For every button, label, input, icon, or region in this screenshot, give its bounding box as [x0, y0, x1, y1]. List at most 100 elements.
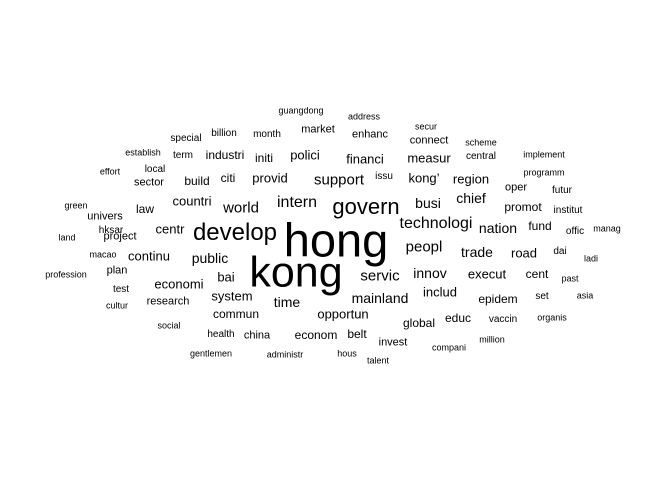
word-intern: intern [276, 194, 318, 211]
word-support: support [313, 171, 365, 189]
word-countri: countri [172, 193, 212, 209]
word-financi: financi [346, 151, 384, 167]
word-public: public [191, 250, 229, 266]
word-univers: univers [87, 210, 123, 223]
word-research: research [146, 295, 190, 308]
word-industri: industri [205, 148, 245, 162]
word-sector: sector [134, 176, 164, 189]
word-invest: invest [378, 336, 408, 349]
word-special: special [170, 133, 202, 144]
word-promot: promot [504, 200, 542, 214]
word-establish: establish [125, 147, 161, 158]
word-secur: secur [414, 121, 438, 132]
word-chief: chief [456, 190, 486, 206]
word-test: test [112, 284, 130, 295]
word-programm: programm [523, 167, 565, 178]
word-citi: citi [220, 171, 236, 185]
word-oper: oper [504, 181, 528, 194]
word-develop: develop [192, 219, 278, 246]
word-local: local [144, 164, 166, 175]
word-macao: macao [89, 249, 117, 260]
word-build: build [184, 174, 210, 188]
word-road: road [510, 245, 538, 261]
word-talent: talent [366, 355, 390, 366]
word-mainland: mainland [351, 290, 409, 306]
word-implement: implement [523, 149, 565, 160]
word-connect: connect [409, 134, 449, 147]
word-bai: bai [217, 269, 235, 285]
word-set: set [535, 291, 549, 302]
word-health: health [207, 329, 235, 340]
word-manag: manag [593, 223, 621, 234]
word-technologi: technologi [399, 215, 473, 232]
word-time: time [273, 294, 301, 310]
word-land: land [58, 232, 76, 243]
word-effort: effort [99, 166, 121, 177]
word-kong: kong [249, 248, 343, 297]
word-execut: execut [467, 266, 507, 282]
word-past: past [561, 273, 579, 284]
word-opportun: opportun [317, 306, 369, 322]
word-hous: hous [337, 348, 357, 359]
word-issu: issu [375, 171, 393, 182]
word-busi: busi [415, 195, 441, 211]
word-govern: govern [332, 194, 400, 219]
word-initi: initi [254, 151, 274, 165]
word-vaccin: vaccin [488, 314, 518, 325]
word-cultur: cultur [105, 300, 129, 311]
word-dai: dai [553, 246, 567, 257]
word-offic: offic [565, 226, 585, 237]
word-month: month [253, 129, 281, 140]
word-continu: continu [128, 248, 170, 264]
word-china: china [243, 329, 271, 342]
word-global: global [402, 316, 436, 330]
word-nation: nation [478, 220, 518, 236]
word-measur: measur [407, 150, 451, 166]
word-cent: cent [525, 267, 549, 281]
word-project: project [103, 230, 137, 243]
word-provid: provid [252, 170, 288, 186]
word-asia: asia [576, 290, 594, 301]
word-educ: educ [444, 311, 472, 325]
word-profession: profession [45, 269, 87, 280]
word-fund: fund [528, 219, 552, 233]
word-institut: institut [553, 205, 583, 216]
word-commun: commun [212, 307, 260, 321]
word-gentlemen: gentlemen [189, 348, 233, 359]
word-hksar: hksar [98, 225, 124, 236]
word-social: social [157, 320, 181, 331]
word-central: central [465, 151, 497, 162]
word-peopl: peopl [405, 238, 443, 256]
word-green: green [64, 200, 88, 211]
word-trade: trade [461, 244, 493, 260]
word-compani: compani [431, 342, 467, 353]
word-enhanc: enhanc [351, 128, 389, 141]
word-scheme: scheme [465, 137, 497, 148]
word-kong: kong’ [408, 170, 440, 186]
word-billion: billion [211, 128, 237, 139]
word-economi: economi [154, 276, 204, 292]
word-administr: administr [266, 349, 304, 360]
word-belt: belt [347, 327, 367, 341]
word-polici: polici [290, 147, 320, 163]
word-econom: econom [294, 328, 338, 342]
word-world: world [223, 199, 259, 217]
word-innov: innov [413, 265, 447, 281]
word-includ: includ [423, 284, 457, 300]
word-hong: hong [283, 213, 389, 267]
word-futur: futur [551, 185, 573, 196]
word-epidem: epidem [478, 292, 518, 306]
word-plan: plan [106, 264, 128, 277]
word-address: address [347, 111, 381, 122]
word-term: term [173, 150, 193, 161]
word-guangdong: guangdong [278, 105, 324, 116]
word-servic: servic [360, 267, 400, 285]
word-law: law [135, 202, 155, 216]
word-ladi: ladi [583, 253, 599, 264]
word-system: system [211, 288, 253, 304]
word-centr: centr [155, 221, 185, 237]
word-region: region [452, 171, 490, 187]
word-market: market [301, 123, 335, 136]
word-million: million [479, 334, 505, 345]
